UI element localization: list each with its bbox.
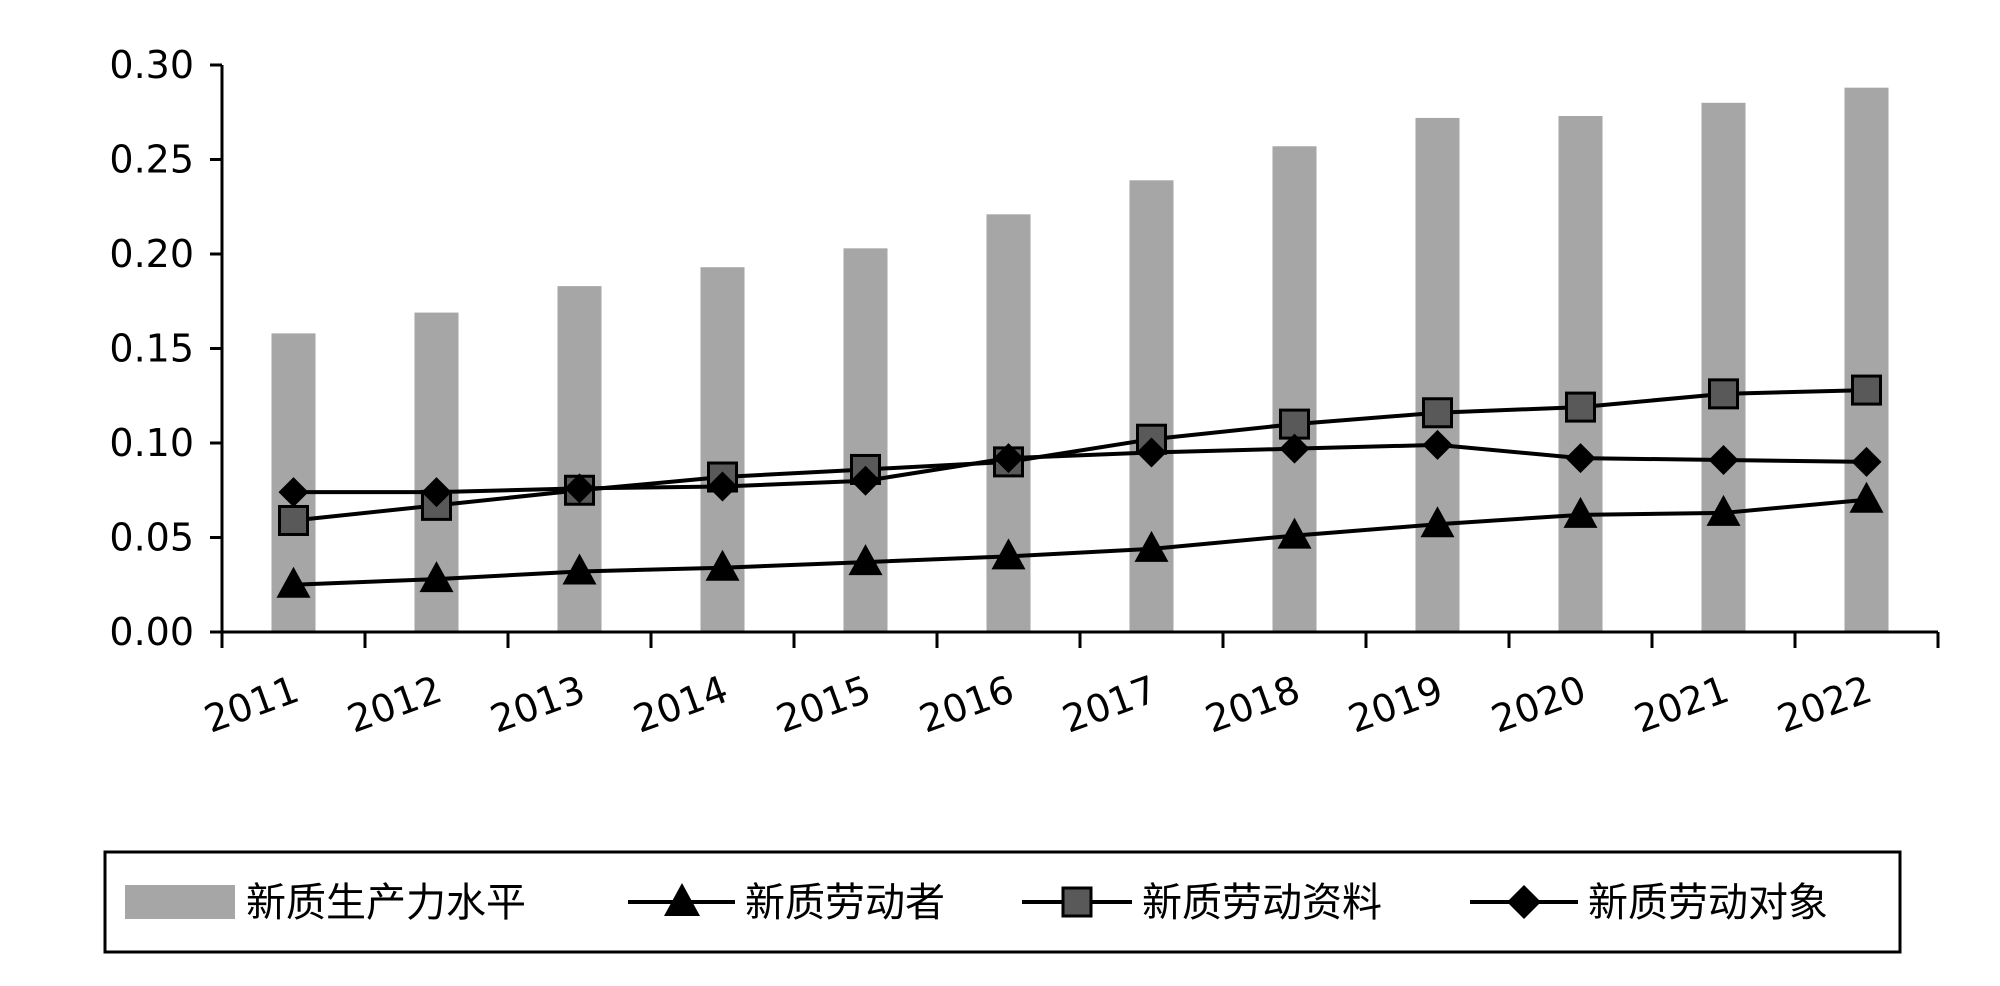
y-tick-label: 0.20 [109, 232, 194, 276]
bar-series [271, 87, 1889, 633]
legend-swatch-bar [125, 885, 235, 919]
y-tick-label: 0.05 [109, 516, 194, 560]
marker-diamond-2014 [707, 471, 738, 502]
y-tick-label: 0.25 [109, 138, 194, 182]
legend-box [103, 850, 1902, 954]
x-tick-label-2011: 2011 [199, 667, 305, 741]
marker-diamond-2018 [1279, 433, 1310, 464]
x-tick-label-2018: 2018 [1200, 667, 1306, 741]
x-tick-label-2013: 2013 [485, 667, 591, 741]
x-tick-label-2017: 2017 [1057, 667, 1163, 741]
line-series [276, 374, 1884, 598]
marker-diamond-2016 [993, 443, 1024, 474]
marker-diamond-2021 [1708, 445, 1739, 476]
x-tick-label-2022: 2022 [1772, 667, 1878, 741]
marker-diamond-2019 [1422, 429, 1453, 460]
line-diamond [293, 442, 1867, 495]
marker-triangle-2017 [1134, 530, 1169, 562]
marker-diamond-2012 [421, 477, 452, 508]
axes [220, 65, 1938, 634]
legend-marker-square [1061, 886, 1093, 918]
marker-triangle-2014 [705, 549, 740, 581]
marker-triangle-2012 [419, 561, 454, 593]
marker-square-2019 [1422, 397, 1453, 429]
marker-diamond-2020 [1565, 443, 1596, 474]
marker-square-2021 [1708, 378, 1739, 410]
legend-marker-triangle [664, 883, 700, 916]
marker-diamond-2011 [278, 477, 309, 508]
y-tick-label: 0.15 [109, 327, 194, 371]
line-square [293, 388, 1867, 523]
marker-triangle-2020 [1563, 496, 1598, 528]
y-axis-ticks: 0.00 0.05 0.10 0.15 0.20 0.25 0.30 [109, 43, 222, 654]
legend-label-triangle: 新质劳动者 [745, 880, 945, 926]
x-tick-label-2014: 2014 [628, 667, 734, 741]
marker-square-2011 [278, 504, 309, 536]
x-tick-label-2015: 2015 [771, 667, 877, 741]
marker-diamond-2015 [850, 465, 881, 496]
bar-2019 [1415, 117, 1460, 633]
x-axis-ticks: 2011 2012 2013 2014 2015 2016 2017 2018 2019 2020… [199, 632, 1940, 742]
bar-2018 [1272, 146, 1317, 632]
legend-marker-diamond [1507, 885, 1541, 919]
legend-label-diamond: 新质劳动对象 [1588, 880, 1828, 926]
line-triangle [293, 497, 1867, 587]
marker-diamond-2017 [1136, 437, 1167, 468]
marker-triangle-2019 [1420, 506, 1455, 538]
x-tick-label-2012: 2012 [342, 667, 448, 741]
legend-label-bar: 新质生产力水平 [246, 880, 526, 926]
marker-diamond-2022 [1851, 446, 1882, 477]
bar-2020 [1558, 116, 1603, 632]
bar-2022 [1844, 87, 1889, 633]
legend: 新质生产力水平 新质劳动者 新质劳动资料 新质劳动对象 [103, 850, 1902, 954]
legend-label-square: 新质劳动资料 [1142, 880, 1382, 926]
y-tick-label: 0.30 [109, 43, 194, 87]
marker-square-2020 [1565, 391, 1596, 423]
x-tick-label-2016: 2016 [914, 667, 1020, 741]
marker-triangle-2021 [1706, 494, 1741, 526]
y-tick-label: 0.00 [109, 610, 194, 654]
bar-2021 [1701, 102, 1746, 633]
x-tick-label-2021: 2021 [1629, 667, 1735, 741]
marker-square-2022 [1851, 374, 1882, 406]
marker-triangle-2018 [1277, 517, 1312, 549]
x-tick-label-2020: 2020 [1486, 667, 1592, 741]
y-tick-label: 0.10 [109, 421, 194, 465]
marker-triangle-2016 [991, 538, 1026, 570]
marker-triangle-2011 [276, 566, 311, 598]
bar-2017 [1129, 180, 1174, 633]
marker-triangle-2015 [848, 544, 883, 576]
marker-diamond-2013 [564, 473, 595, 504]
marker-triangle-2013 [562, 553, 597, 585]
marker-triangle-2022 [1849, 481, 1884, 513]
x-tick-label-2019: 2019 [1343, 667, 1449, 741]
